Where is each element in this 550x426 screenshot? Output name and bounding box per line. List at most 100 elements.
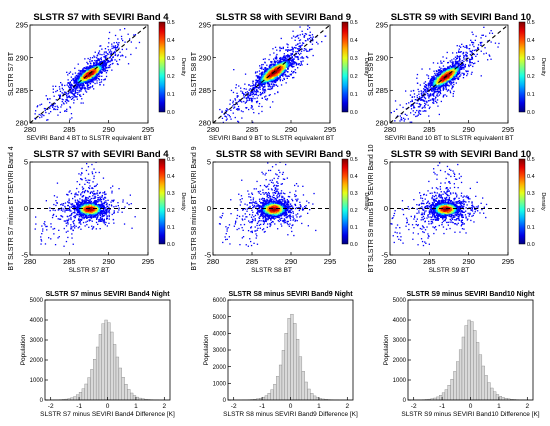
scatter-point xyxy=(404,118,406,120)
scatter-point xyxy=(104,55,106,57)
scatter-point xyxy=(90,72,93,74)
scatter-point xyxy=(451,86,453,88)
scatter-point xyxy=(105,58,107,60)
scatter-point xyxy=(436,79,439,81)
scatter-point xyxy=(442,86,444,88)
scatter-point xyxy=(66,71,68,73)
scatter-point xyxy=(262,86,265,88)
plot-frame xyxy=(389,24,509,124)
scatter-point xyxy=(309,48,311,51)
scatter-point xyxy=(448,69,450,71)
scatter-point xyxy=(275,81,277,84)
colorbar-label: Density xyxy=(363,58,369,77)
scatter-point xyxy=(256,80,259,82)
scatter-point xyxy=(427,95,429,97)
scatter-point xyxy=(293,63,295,65)
scatter-point xyxy=(245,88,247,90)
scatter-point xyxy=(257,94,259,97)
scatter-point xyxy=(59,90,62,92)
scatter-point xyxy=(69,84,71,86)
scatter-point xyxy=(285,55,287,57)
scatter-point xyxy=(407,118,409,120)
scatter-point xyxy=(244,102,246,104)
scatter-point xyxy=(268,58,270,61)
scatter-point xyxy=(302,42,305,44)
scatter-point xyxy=(89,87,91,89)
scatter-point xyxy=(424,86,426,88)
scatter-point xyxy=(79,89,81,91)
scatter-point xyxy=(279,73,281,76)
scatter-point xyxy=(268,66,271,68)
scatter-point xyxy=(286,43,288,45)
scatter-point xyxy=(455,69,458,71)
scatter-point xyxy=(84,81,86,83)
scatter-point xyxy=(120,55,122,57)
colorbar-tick-label: 0.0 xyxy=(350,110,358,116)
scatter-point xyxy=(94,56,96,58)
scatter-point xyxy=(49,98,51,100)
scatter-point xyxy=(83,87,86,89)
scatter-point xyxy=(463,60,465,62)
scatter-point xyxy=(433,90,435,92)
scatter-point xyxy=(411,96,413,98)
scatter-point xyxy=(237,121,240,123)
scatter-point xyxy=(301,48,303,50)
scatter-point xyxy=(419,103,421,105)
scatter-point xyxy=(462,52,465,54)
scatter-point xyxy=(474,49,476,52)
scatter-point xyxy=(277,69,280,71)
scatter-point xyxy=(460,51,462,53)
scatter-point xyxy=(417,106,420,108)
scatter-point xyxy=(68,88,70,91)
scatter-point xyxy=(85,67,87,69)
scatter-point xyxy=(477,44,480,46)
scatter-point xyxy=(290,73,292,75)
scatter-point xyxy=(110,60,112,62)
scatter-point xyxy=(68,91,70,93)
scatter-point xyxy=(449,78,451,81)
scatter-point xyxy=(449,60,451,62)
scatter-point xyxy=(434,72,436,75)
scatter-point xyxy=(434,83,436,85)
scatter-point xyxy=(279,78,282,80)
scatter-point xyxy=(86,66,89,68)
scatter-point xyxy=(424,107,426,109)
scatter-point xyxy=(264,68,266,70)
scatter-point xyxy=(85,79,87,81)
colorbar-tick-label: 0.2 xyxy=(350,74,358,80)
scatter-point xyxy=(246,107,248,109)
scatter-point xyxy=(246,91,248,93)
scatter-point xyxy=(465,51,467,53)
scatter-point xyxy=(72,78,75,80)
scatter-point xyxy=(439,89,441,91)
scatter-point xyxy=(95,71,98,73)
scatter-point xyxy=(97,68,99,70)
scatter-point xyxy=(431,98,434,100)
y-tick-label: 285 xyxy=(198,86,211,95)
scatter-point xyxy=(118,47,120,49)
scatter-point xyxy=(273,79,276,82)
scatter-point xyxy=(271,80,273,83)
scatter-point xyxy=(45,111,47,114)
scatter-point xyxy=(411,99,413,101)
scatter-point xyxy=(73,93,75,96)
scatter-point xyxy=(263,89,266,91)
scatter-point xyxy=(467,70,469,73)
scatter-point xyxy=(273,69,276,72)
scatter-point xyxy=(93,73,96,76)
scatter-point xyxy=(95,67,98,70)
scatter-point xyxy=(476,53,478,55)
scatter-point xyxy=(299,48,301,50)
scatter-point xyxy=(275,70,277,72)
plot-frame xyxy=(212,24,331,124)
scatter-point xyxy=(292,51,294,53)
scatter-point xyxy=(305,55,308,58)
scatter-point xyxy=(266,64,268,66)
scatter-point xyxy=(454,56,457,58)
scatter-point xyxy=(434,91,436,93)
scatter-point xyxy=(59,94,61,96)
scatter-point xyxy=(240,100,242,102)
scatter-point xyxy=(90,86,92,88)
scatter-point xyxy=(454,66,457,68)
scatter-point xyxy=(59,88,61,90)
